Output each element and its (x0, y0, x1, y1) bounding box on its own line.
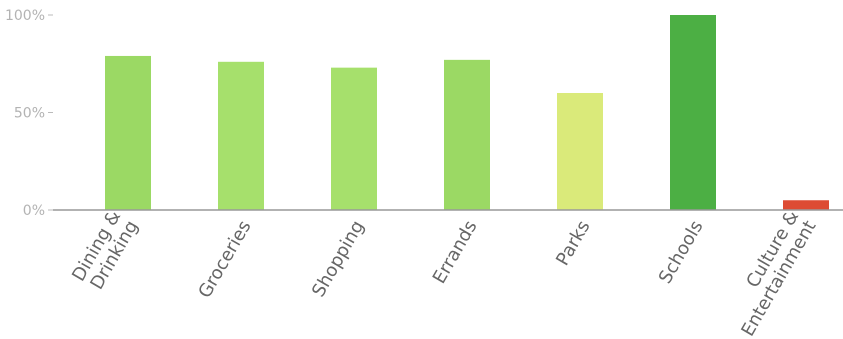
y-tick-label: 0% (23, 203, 45, 219)
y-tick-label: 100% (5, 8, 45, 24)
x-tick-label-line: Groceries (194, 217, 255, 302)
x-tick-label: Shopping (308, 217, 368, 301)
x-tick-label: Groceries (194, 217, 255, 302)
x-tick-label: Parks (552, 217, 594, 269)
x-tick-label-line: Schools (655, 217, 708, 287)
bar[interactable] (783, 200, 829, 210)
x-tick-label: Culture &Entertainment (737, 207, 820, 339)
x-tick-label: Errands (429, 217, 482, 287)
y-tick-label: 50% (14, 106, 45, 122)
x-tick-label-line: Parks (552, 217, 594, 269)
x-tick-label-line: Shopping (308, 217, 368, 301)
bar[interactable] (557, 93, 603, 210)
x-tick-label: Schools (655, 217, 708, 287)
bar[interactable] (331, 67, 377, 211)
bar[interactable] (105, 55, 151, 211)
bars (105, 15, 829, 211)
x-axis-labels: Dining &Drinking Groceries Shopping Errands… (68, 207, 820, 339)
bar[interactable] (218, 61, 264, 210)
x-tick-label-line: Errands (429, 217, 482, 287)
bar[interactable] (670, 15, 716, 210)
x-tick-label: Dining &Drinking (68, 207, 142, 293)
bar[interactable] (444, 59, 490, 210)
y-axis: 0% 50% 100% (5, 8, 53, 219)
